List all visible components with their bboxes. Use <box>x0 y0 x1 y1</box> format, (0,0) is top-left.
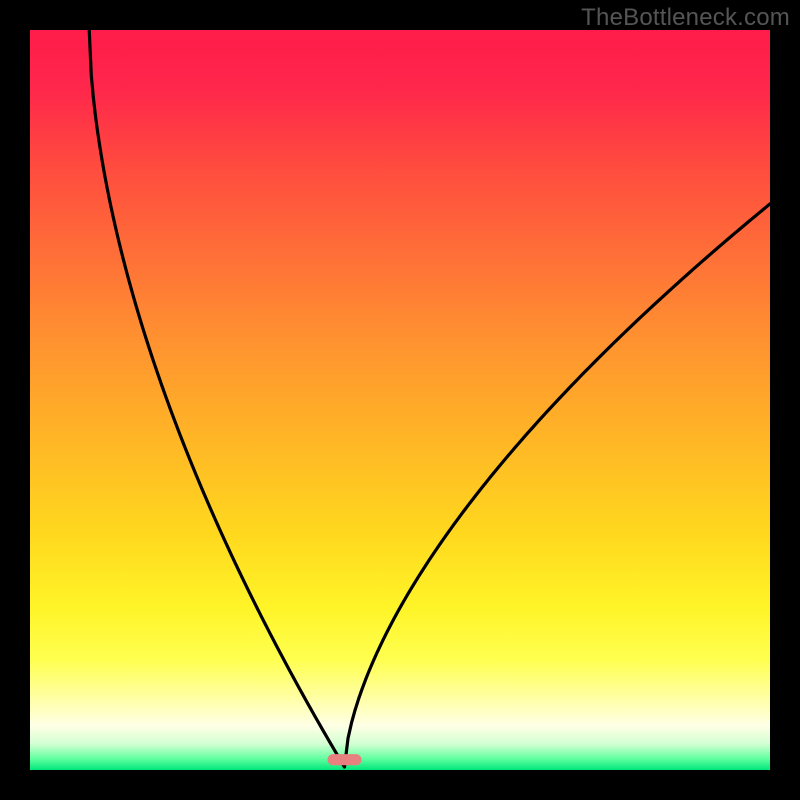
vertex-marker <box>327 754 361 765</box>
chart-container: TheBottleneck.com <box>0 0 800 800</box>
plot-gradient-background <box>30 30 770 770</box>
bottleneck-curve-chart <box>0 0 800 800</box>
watermark-text: TheBottleneck.com <box>581 0 800 32</box>
